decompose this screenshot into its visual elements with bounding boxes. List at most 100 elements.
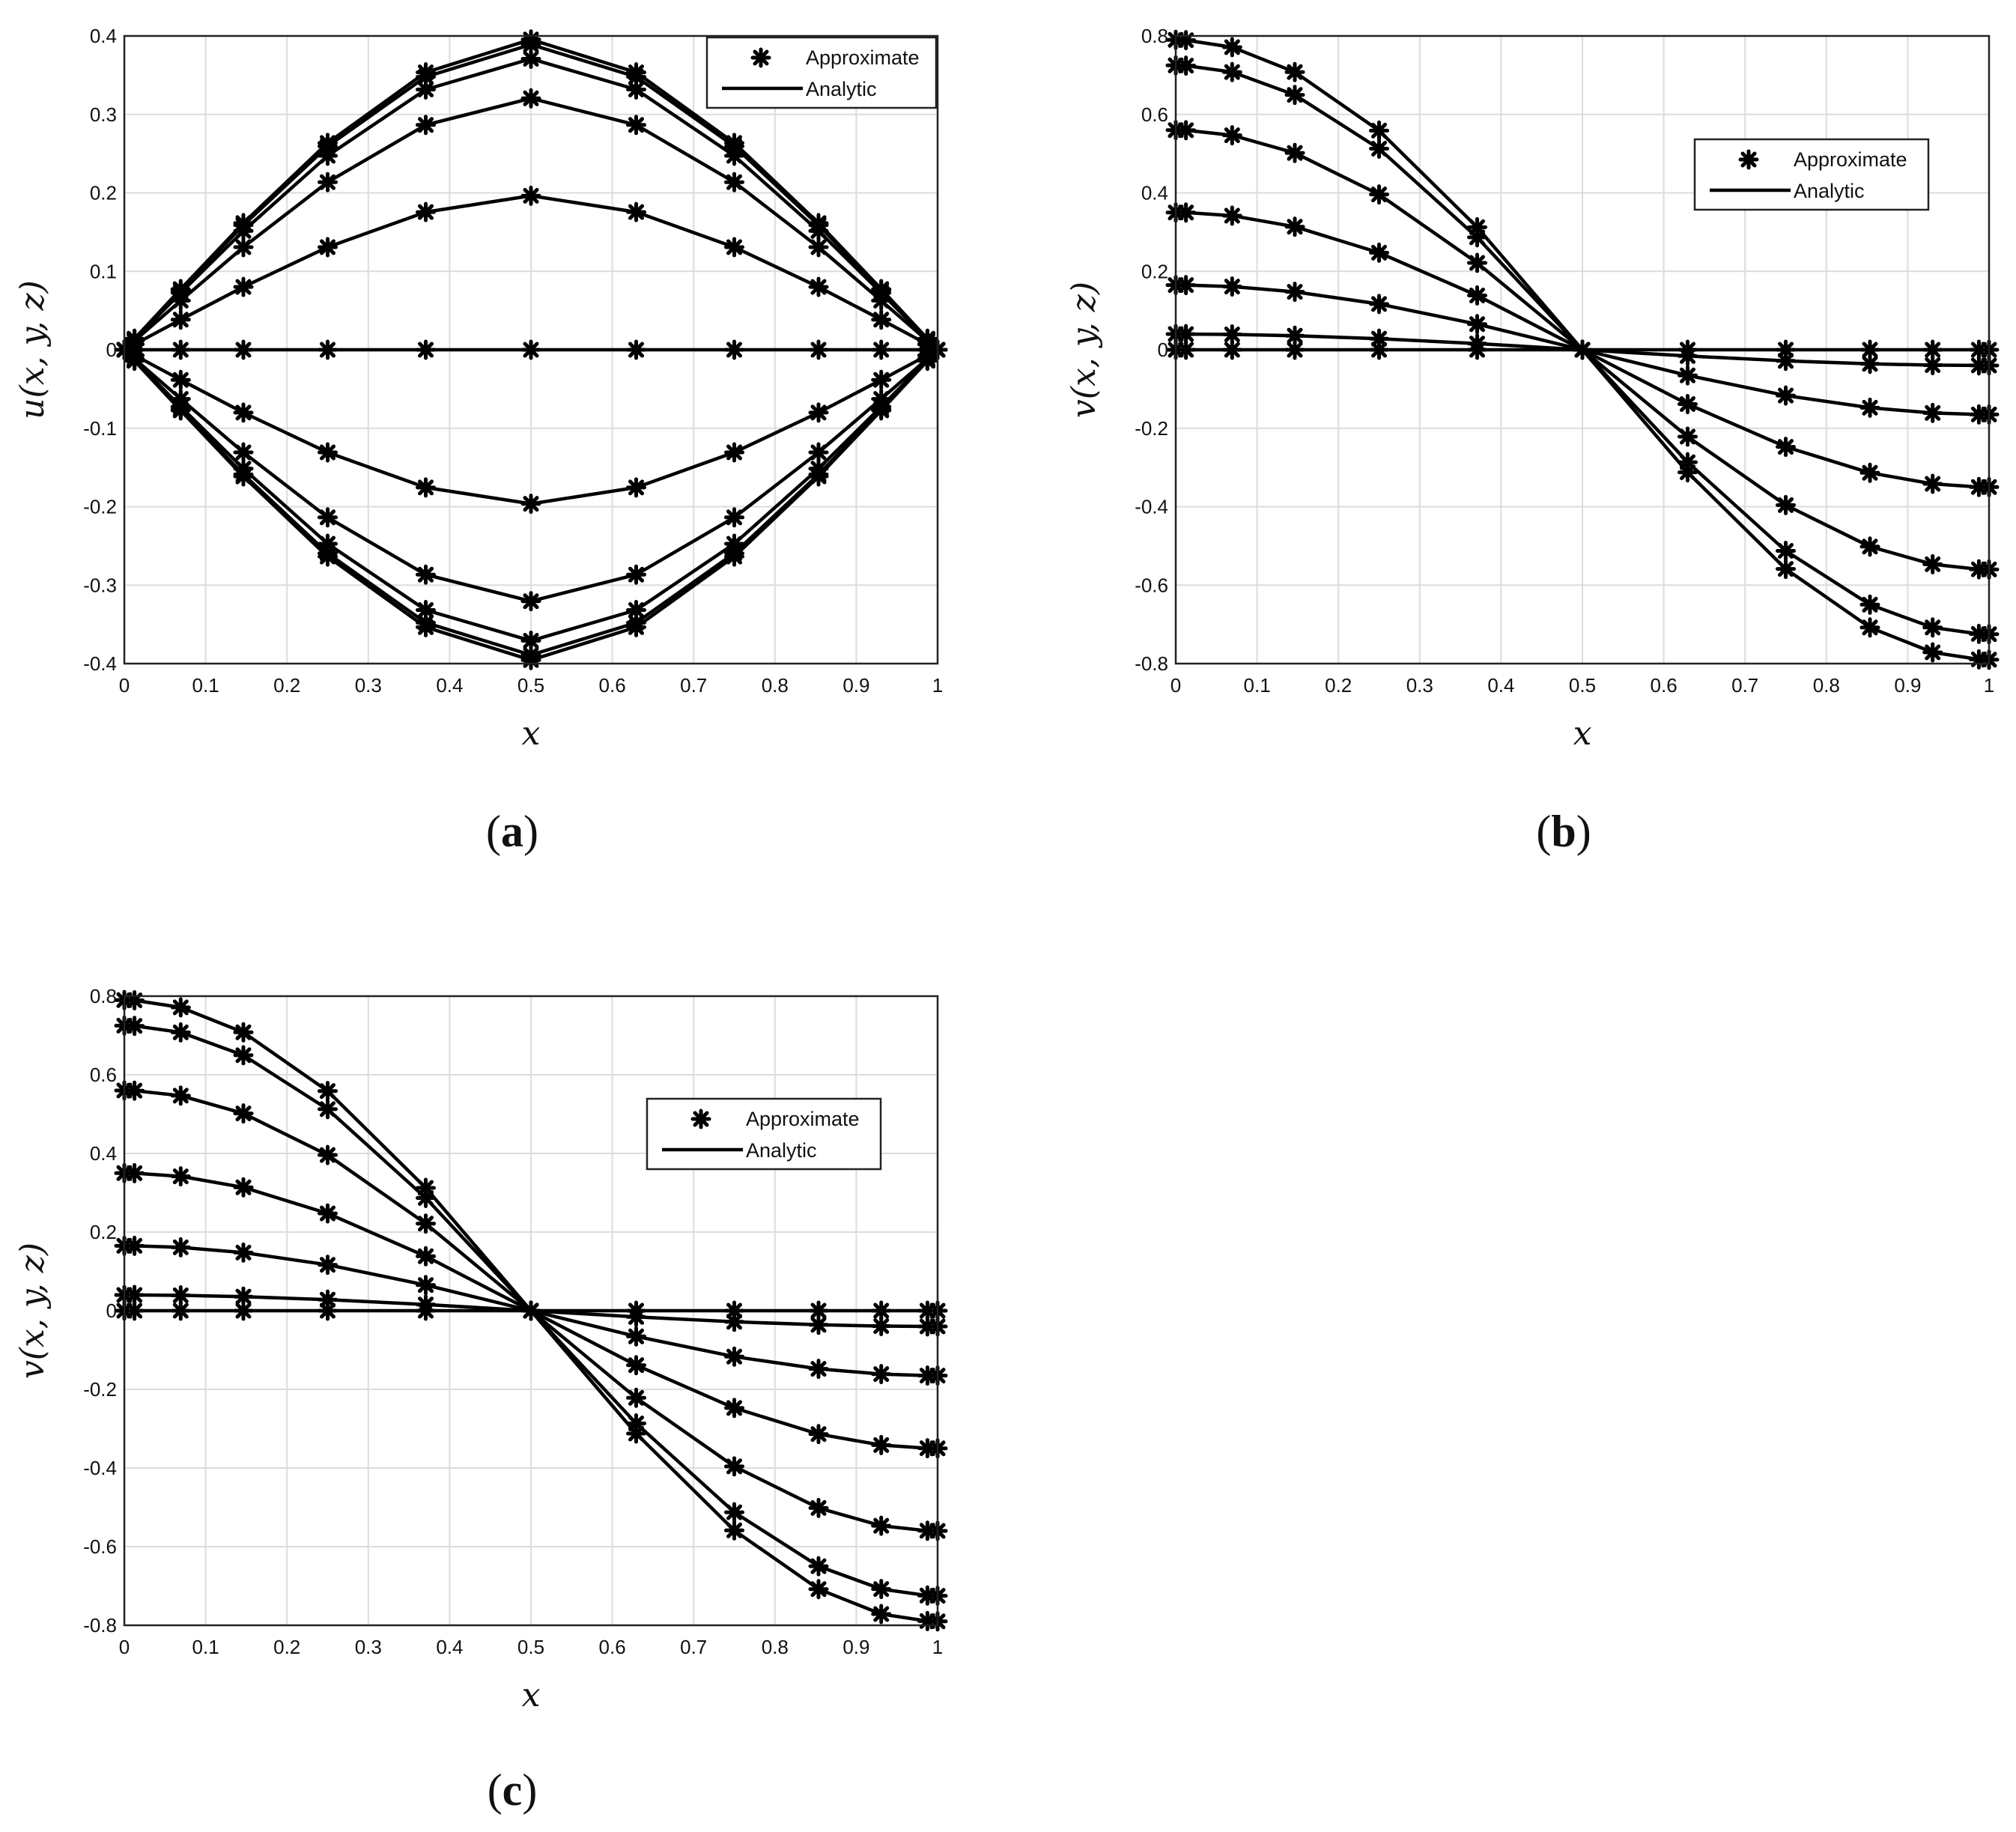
data-point-approximate	[523, 652, 539, 668]
y-tick-label: 0.4	[90, 1142, 117, 1165]
data-point-approximate	[1778, 561, 1794, 577]
data-point-approximate	[1287, 284, 1303, 300]
y-tick-label: -0.6	[1135, 574, 1168, 596]
x-tick-label: 0.3	[1406, 674, 1433, 697]
data-point-approximate	[1371, 122, 1388, 139]
y-tick-label: 0	[106, 1299, 117, 1322]
data-point-approximate	[1469, 255, 1486, 271]
data-point-approximate	[1178, 204, 1194, 221]
data-point-approximate	[1371, 141, 1388, 157]
data-point-approximate	[1680, 428, 1696, 445]
legend-marker-approximate	[1740, 151, 1757, 168]
y-axis-label: v(x, y, z)	[13, 1243, 52, 1379]
y-tick-label: 0.2	[90, 182, 117, 204]
data-point-approximate	[1680, 367, 1696, 383]
data-point-approximate	[873, 1581, 890, 1598]
x-tick-label: 1	[1984, 674, 1994, 697]
data-point-approximate	[235, 1179, 252, 1195]
data-point-approximate	[1925, 476, 1941, 492]
caption-close: )	[522, 1765, 537, 1815]
x-tick-label: 1	[932, 1636, 943, 1658]
data-point-approximate	[320, 342, 336, 358]
legend-box	[1693, 138, 1930, 211]
data-point-approximate	[1469, 316, 1486, 333]
data-point-approximate	[418, 64, 434, 81]
x-tick-label: 0.3	[355, 1636, 382, 1658]
data-point-approximate	[726, 444, 743, 461]
data-point-approximate	[1178, 122, 1194, 139]
data-point-approximate	[172, 281, 189, 297]
data-point-approximate	[1862, 399, 1878, 416]
data-point-approximate	[810, 279, 827, 295]
panel-caption-c: (c)	[488, 1765, 538, 1815]
y-tick-label: 0.4	[1141, 182, 1168, 204]
series-layer	[116, 31, 946, 669]
data-point-approximate	[1178, 32, 1194, 49]
x-tick-label: 0.9	[1894, 674, 1921, 697]
legend-box	[646, 1097, 882, 1171]
x-tick-label: 0.7	[1731, 674, 1758, 697]
x-tick-label: 0.9	[842, 674, 869, 697]
data-point-approximate	[172, 312, 189, 328]
tick-labels: 0 0.1 0.2 0.3 0.4 0.5 0.6 0.7 0.8 0.9 1 -0.8 -0.6 -0.…	[1135, 25, 1994, 697]
chart-panel-b: 0 0.1 0.2 0.3 0.4 0.5 0.6 0.7 0.8 0.9 1 -0.8 -0.6 -0.…	[1065, 25, 1997, 856]
data-point-approximate	[628, 64, 645, 81]
data-point-approximate	[726, 509, 743, 526]
series-layer	[116, 992, 946, 1630]
data-point-approximate	[418, 1296, 434, 1313]
x-tick-label: 0	[1171, 674, 1181, 697]
data-point-approximate	[523, 187, 539, 204]
data-point-approximate	[1862, 619, 1878, 636]
y-tick-label: -0.4	[83, 1457, 117, 1479]
data-point-approximate	[810, 404, 827, 421]
data-point-approximate	[1925, 357, 1941, 374]
data-point-approximate	[810, 1581, 827, 1598]
y-axis-label: v(x, y, z)	[1065, 282, 1103, 418]
legend-label-approximate: Approximate	[806, 46, 920, 69]
data-point-approximate	[320, 1101, 336, 1117]
x-tick-label: 0.6	[599, 1636, 626, 1658]
y-tick-label: 0.3	[90, 103, 117, 126]
data-point-approximate	[1862, 464, 1878, 481]
caption-letter: b	[1551, 807, 1576, 856]
data-point-approximate	[628, 117, 645, 133]
data-point-approximate	[418, 1248, 434, 1264]
data-point-approximate	[235, 279, 252, 295]
data-point-approximate	[172, 999, 189, 1016]
data-point-approximate	[418, 1216, 434, 1232]
x-tick-label: 0.3	[355, 674, 382, 697]
legend: Approximate Analytic	[646, 1097, 882, 1171]
caption-open: (	[1536, 807, 1551, 856]
data-point-approximate	[320, 1205, 336, 1222]
legend-label-approximate: Approximate	[746, 1108, 860, 1130]
data-point-approximate	[172, 402, 189, 419]
data-point-approximate	[320, 444, 336, 461]
x-tick-label: 0.2	[273, 674, 300, 697]
data-point-approximate	[1371, 186, 1388, 203]
data-point-approximate	[873, 1366, 890, 1383]
legend-marker-approximate	[693, 1111, 709, 1127]
data-point-approximate	[1680, 348, 1696, 364]
data-point-approximate	[1469, 336, 1486, 352]
data-point-approximate	[320, 509, 336, 526]
x-tick-label: 0.4	[436, 674, 463, 697]
x-tick-label: 0.5	[1569, 674, 1596, 697]
data-point-approximate	[127, 1287, 143, 1303]
data-point-approximate	[523, 342, 539, 358]
data-point-approximate	[418, 566, 434, 583]
y-tick-label: -0.6	[83, 1535, 117, 1558]
x-tick-label: 0.8	[762, 1636, 789, 1658]
data-point-approximate	[320, 548, 336, 565]
data-point-approximate	[810, 342, 827, 358]
x-tick-label: 0.6	[599, 674, 626, 697]
y-tick-label: 0	[106, 339, 117, 361]
legend-marker-approximate	[753, 49, 769, 66]
caption-open: (	[486, 807, 501, 856]
caption-close: )	[1576, 807, 1591, 856]
data-point-approximate	[127, 992, 143, 1009]
y-tick-label: -0.2	[83, 496, 117, 518]
x-tick-label: 0.1	[1244, 674, 1271, 697]
data-point-approximate	[320, 135, 336, 151]
y-tick-label: -0.4	[83, 652, 117, 675]
data-point-approximate	[1224, 279, 1240, 295]
